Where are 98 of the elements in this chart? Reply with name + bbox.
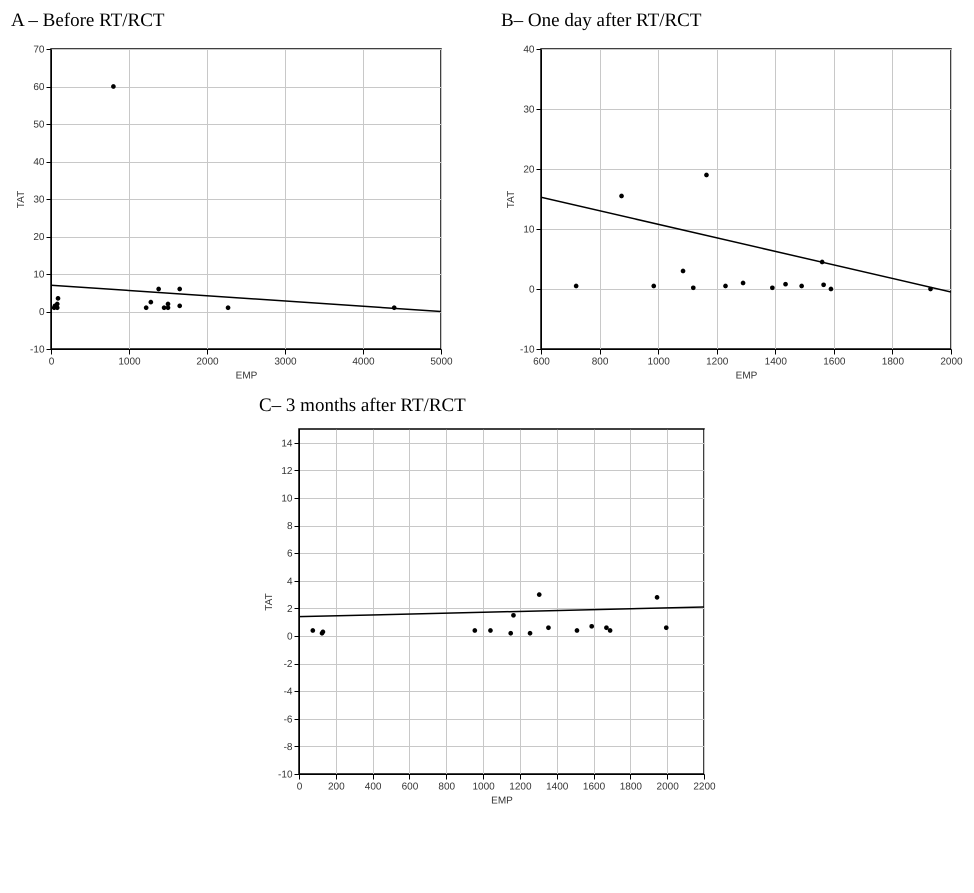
y-tick-label: 30 [33,194,45,206]
x-tick-label: 2000 [656,782,679,792]
y-tick-label: 70 [33,44,45,56]
y-tick-label: -2 [283,659,292,670]
y-tick-label: -10 [278,770,292,780]
x-tick-label: 200 [327,782,345,792]
x-axis-title: EMP [736,370,758,382]
x-tick-label: 1000 [118,356,142,368]
x-tick-label: 1000 [472,782,495,792]
x-tick-label: 1800 [882,356,904,368]
point [690,285,696,290]
y-tick-label: 2 [286,604,292,615]
point [177,286,182,292]
point [654,595,659,600]
x-tick-label: 800 [592,356,609,368]
x-tick-label: 1600 [823,356,846,368]
point [508,630,513,636]
y-tick-label: 0 [286,632,292,642]
point [166,302,170,306]
point [704,172,709,178]
chart-title: C– 3 months after RT/RCT [258,395,466,416]
x-tick-label: 1600 [582,782,606,792]
point [574,284,578,288]
x-tick-label: 400 [364,782,382,792]
y-tick-label: -4 [283,686,292,698]
point [604,625,608,630]
y-tick-label: 14 [280,438,292,450]
y-tick-label: -10 [520,344,535,356]
y-tick-label: 40 [523,44,535,56]
x-tick-label: 1400 [546,782,568,792]
point [607,628,612,633]
point [536,592,542,597]
x-tick-label: 1200 [508,782,532,792]
point [488,628,492,633]
x-axis-title: EMP [236,370,258,382]
y-tick-label: 0 [528,284,535,296]
point [619,194,624,198]
y-tick-label: 30 [523,104,535,116]
y-tick-label: 6 [286,548,292,560]
y-tick-label: 40 [33,157,45,168]
x-tick-label: 4000 [352,356,376,368]
y-tick-label: 12 [280,466,292,477]
x-tick-label: 2000 [196,356,220,368]
point [156,286,161,292]
y-tick-label: -6 [283,714,292,726]
point [144,305,149,310]
point [527,630,532,636]
point [740,280,746,286]
y-tick-label: 20 [523,164,535,176]
x-axis-title: EMP [490,796,513,806]
x-tick-label: 0 [48,356,55,368]
y-tick-label: 4 [286,576,292,588]
chart-title: A – Before RT/RCT [11,10,165,31]
point [663,625,668,630]
point [177,304,182,308]
y-tick-label: 10 [523,224,535,236]
point [799,284,804,288]
point [723,284,728,288]
y-tick-label: 60 [33,82,45,93]
point [111,84,116,89]
x-tick-label: 1200 [706,356,729,368]
x-tick-label: 1000 [648,356,670,368]
point [770,285,775,290]
point [510,612,516,618]
point [680,268,686,274]
point [148,300,154,304]
point [783,282,788,287]
y-tick-label: 50 [33,120,45,130]
x-tick-label: 2200 [692,782,716,792]
y-tick-label: 10 [280,494,292,504]
y-axis-title: TAT [16,190,28,208]
y-axis-title: TAT [506,190,518,208]
x-tick-label: 800 [438,782,456,792]
y-tick-label: -10 [30,344,45,356]
point [56,296,60,301]
y-tick-label: 0 [38,307,45,318]
x-tick-label: 600 [533,356,550,368]
x-tick-label: 3000 [274,356,298,368]
point [546,625,550,630]
y-tick-label: 10 [33,270,45,280]
y-tick-label: -8 [283,742,292,753]
point [821,282,826,288]
x-tick-label: 2000 [940,356,964,368]
x-tick-label: 600 [401,782,418,792]
chart-title: B– One day after RT/RCT [501,10,702,31]
x-tick-label: 1800 [619,782,642,792]
y-tick-label: 8 [286,521,292,532]
point [651,284,656,288]
point [574,628,579,633]
x-tick-label: 5000 [430,356,454,368]
y-axis-title: TAT [264,593,275,611]
point [828,286,834,292]
x-tick-label: 0 [296,782,302,792]
point [588,624,594,629]
point [226,305,230,310]
y-tick-label: 20 [33,232,45,243]
x-tick-label: 1400 [764,356,788,368]
point [54,302,60,306]
